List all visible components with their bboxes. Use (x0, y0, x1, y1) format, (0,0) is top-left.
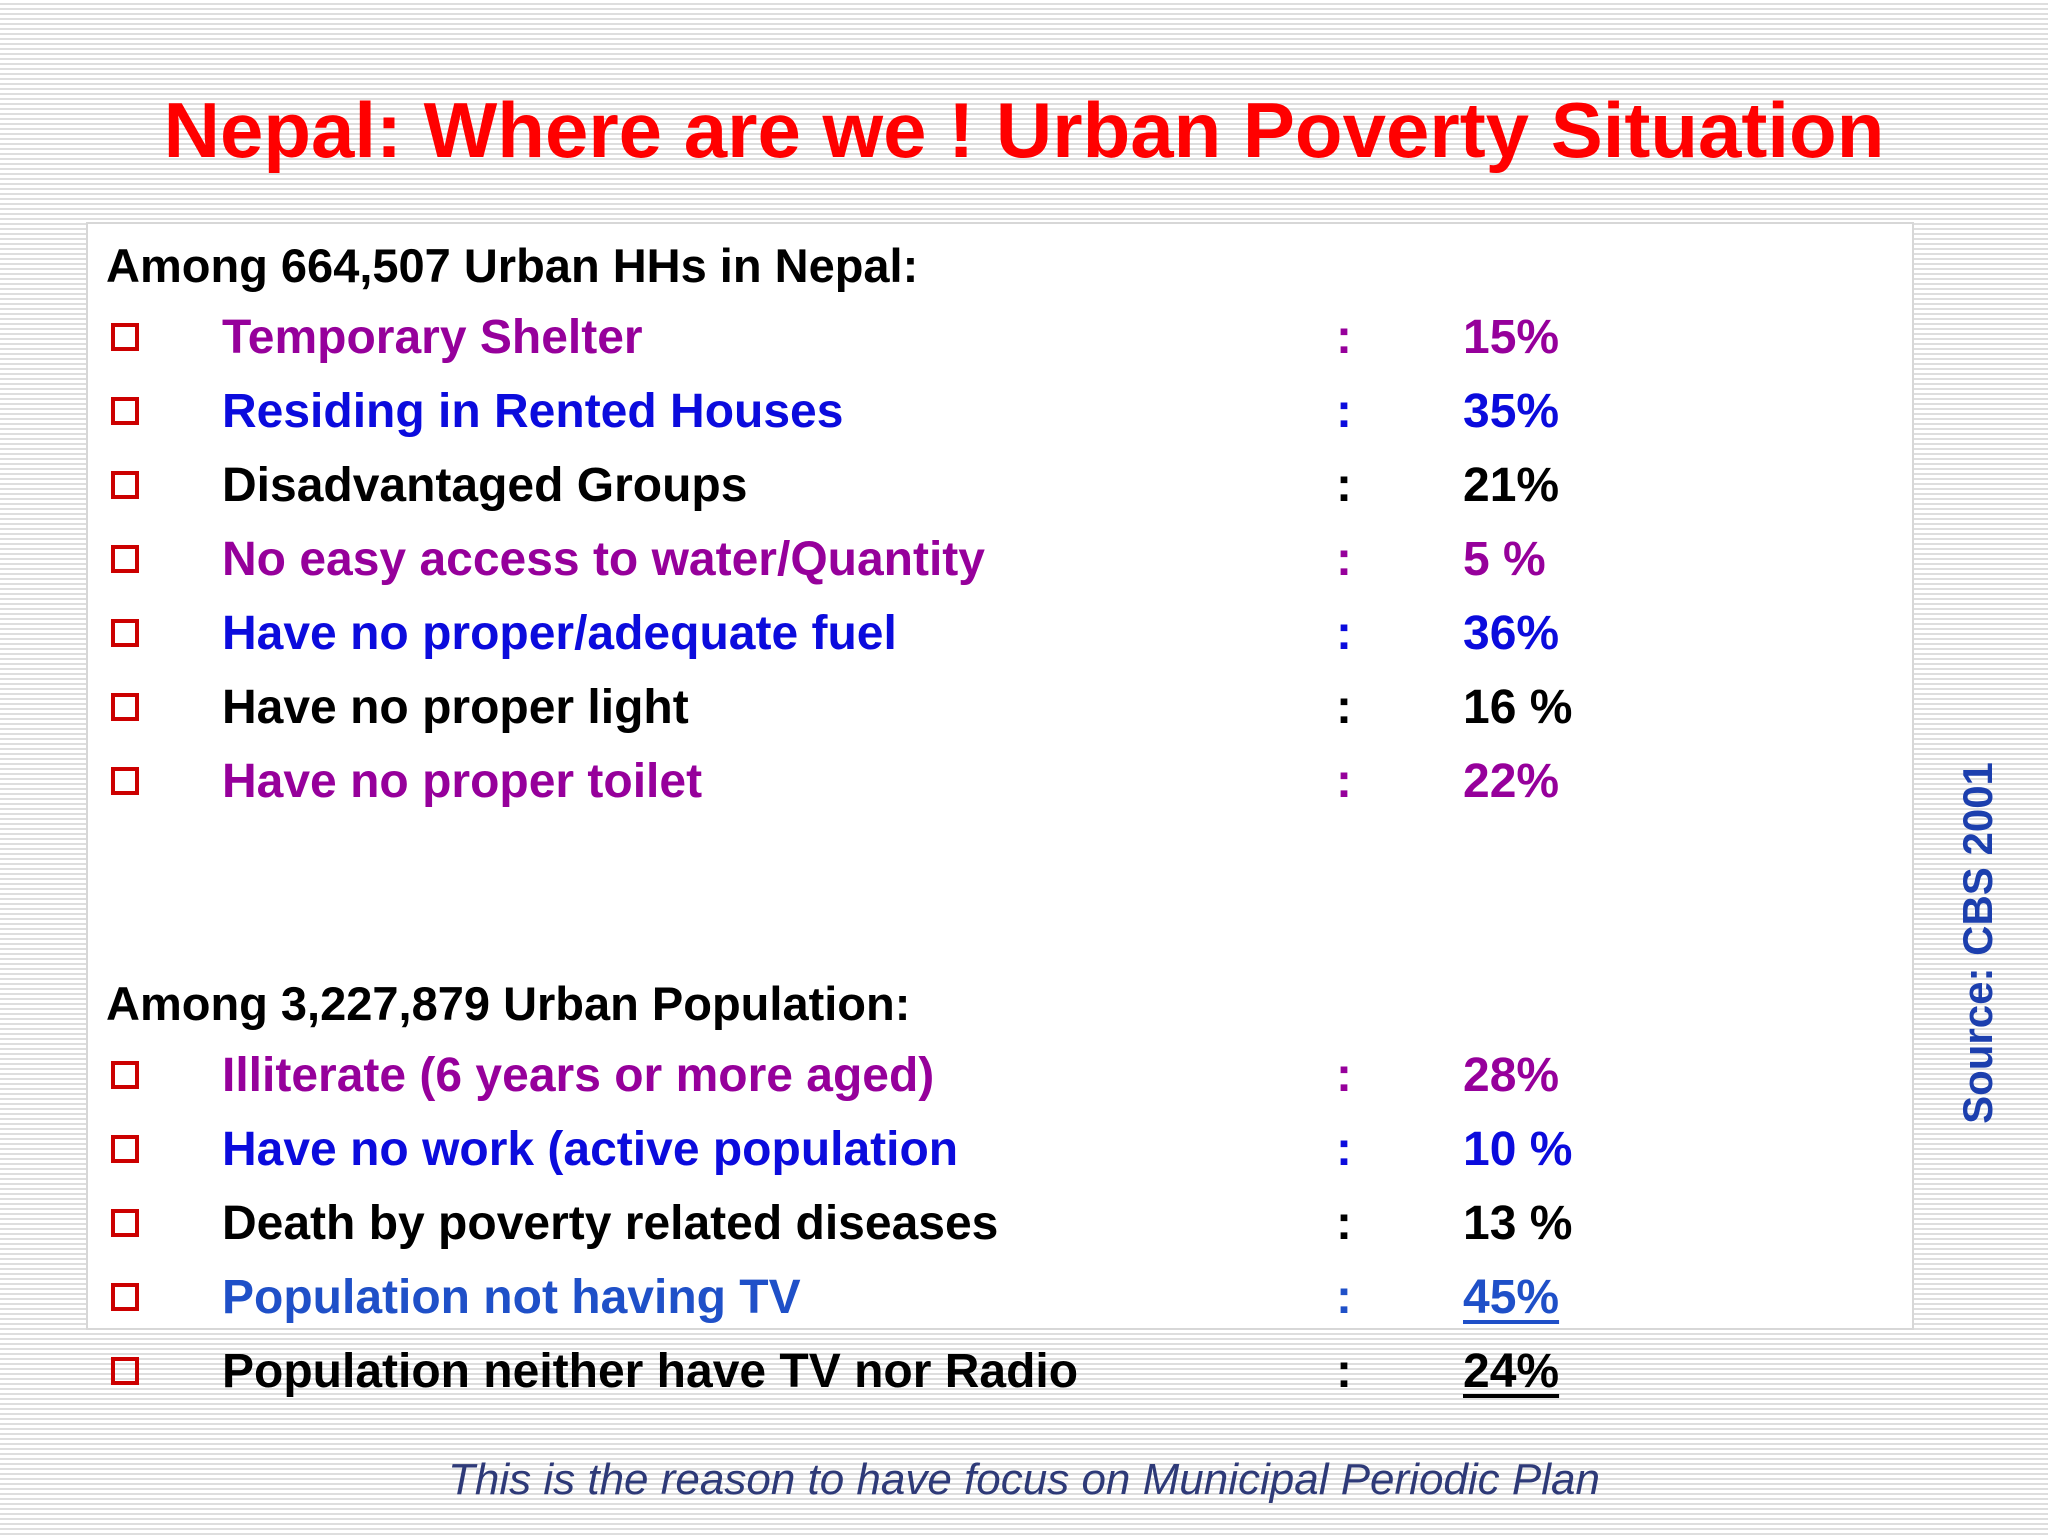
list-item: Have no proper toilet : 22% (0, 745, 2048, 819)
item-separator: : (1336, 1271, 1352, 1324)
item-label: Have no proper light (222, 681, 689, 734)
list-item: Temporary Shelter : 15% (0, 301, 2048, 375)
item-value: 24% (1463, 1345, 1560, 1398)
item-value: 13 % (1463, 1197, 1573, 1250)
item-separator: : (1336, 311, 1352, 364)
item-value: 16 % (1463, 681, 1573, 734)
item-label: Temporary Shelter (222, 311, 643, 364)
item-separator: : (1336, 459, 1352, 512)
list-item: Disadvantaged Groups : 21% (0, 449, 2048, 523)
item-separator: : (1336, 1123, 1352, 1176)
list-item: Population neither have TV nor Radio : 2… (0, 1335, 2048, 1409)
item-value: 35% (1463, 385, 1560, 438)
item-label: Death by poverty related diseases (222, 1197, 999, 1250)
item-label: Illiterate (6 years or more aged) (222, 1049, 935, 1102)
footer-note: This is the reason to have focus on Muni… (448, 1455, 1600, 1504)
checkbox-bullet-icon (111, 693, 139, 721)
list-item: Have no proper light : 16 % (0, 671, 2048, 745)
list-item: Residing in Rented Houses : 35% (0, 375, 2048, 449)
slide-title: Nepal: Where are we ! Urban Poverty Situ… (163, 86, 1885, 174)
list-item: Have no proper/adequate fuel : 36% (0, 597, 2048, 671)
checkbox-bullet-icon (111, 471, 139, 499)
item-label: Disadvantaged Groups (222, 459, 748, 512)
item-value: 5 % (1463, 533, 1546, 586)
item-label: Residing in Rented Houses (222, 385, 844, 438)
item-label: Population not having TV (222, 1271, 801, 1324)
checkbox-bullet-icon (111, 767, 139, 795)
item-label: No easy access to water/Quantity (222, 533, 985, 586)
checkbox-bullet-icon (111, 545, 139, 573)
item-value: 36% (1463, 607, 1560, 660)
checkbox-bullet-icon (111, 1283, 139, 1311)
checkbox-bullet-icon (111, 323, 139, 351)
item-separator: : (1336, 1197, 1352, 1250)
population-heading: Among 3,227,879 Urban Population: (106, 977, 911, 1030)
item-value: 21% (1463, 459, 1560, 512)
item-value: 15% (1463, 311, 1560, 364)
item-label: Have no proper toilet (222, 755, 703, 808)
checkbox-bullet-icon (111, 1061, 139, 1089)
checkbox-bullet-icon (111, 1209, 139, 1237)
item-separator: : (1336, 755, 1352, 808)
item-value: 10 % (1463, 1123, 1573, 1176)
content-panel (86, 222, 1914, 1330)
item-label: Have no proper/adequate fuel (222, 607, 897, 660)
item-separator: : (1336, 385, 1352, 438)
item-separator: : (1336, 681, 1352, 734)
item-separator: : (1336, 533, 1352, 586)
list-item: Death by poverty related diseases : 13 % (0, 1187, 2048, 1261)
item-separator: : (1336, 1345, 1352, 1398)
item-label: Have no work (active population (222, 1123, 959, 1176)
checkbox-bullet-icon (111, 397, 139, 425)
checkbox-bullet-icon (111, 1357, 139, 1385)
item-label: Population neither have TV nor Radio (222, 1345, 1079, 1398)
checkbox-bullet-icon (111, 1135, 139, 1163)
list-item: Illiterate (6 years or more aged) : 28% (0, 1039, 2048, 1113)
item-separator: : (1336, 607, 1352, 660)
source-note: Source: CBS 2001 (1954, 762, 2001, 1124)
item-value: 28% (1463, 1049, 1560, 1102)
list-item: Have no work (active population : 10 % (0, 1113, 2048, 1187)
item-value: 45% (1463, 1271, 1560, 1324)
checkbox-bullet-icon (111, 619, 139, 647)
item-value: 22% (1463, 755, 1560, 808)
list-item: Population not having TV : 45% (0, 1261, 2048, 1335)
households-heading: Among 664,507 Urban HHs in Nepal: (106, 239, 919, 292)
item-separator: : (1336, 1049, 1352, 1102)
list-item: No easy access to water/Quantity : 5 % (0, 523, 2048, 597)
